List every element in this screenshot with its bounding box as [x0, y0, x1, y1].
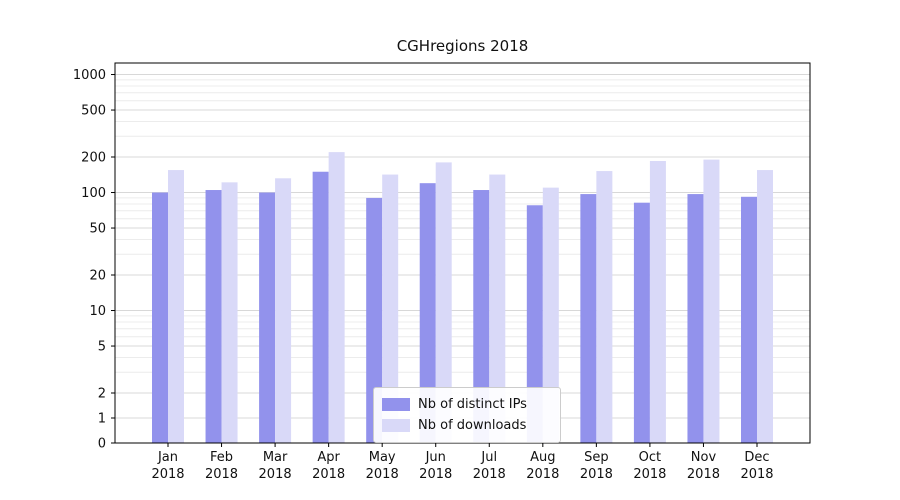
- bar-downloads-sep: [596, 171, 613, 443]
- x-tick-label-month: Jun: [425, 450, 446, 465]
- x-tick-label-year: 2018: [633, 467, 666, 482]
- bar-downloads-jul: [489, 174, 506, 443]
- legend-item-distinct-ips: Nb of distinct IPs: [382, 394, 550, 415]
- x-tick-label-month: Apr: [317, 450, 340, 465]
- x-tick-label-month: Oct: [639, 450, 661, 465]
- y-tick-label: 5: [98, 340, 106, 355]
- bar-downloads-apr: [328, 152, 345, 443]
- bar-downloads-oct: [649, 160, 666, 443]
- bar-distinct-ips-may: [366, 197, 383, 443]
- bar-distinct-ips-mar: [259, 192, 276, 443]
- bar-downloads-aug: [542, 187, 559, 443]
- x-tick-label-month: Dec: [744, 450, 769, 465]
- bar-downloads-jun: [435, 162, 452, 443]
- x-tick-label-year: 2018: [740, 467, 773, 482]
- y-tick-label: 1000: [73, 68, 106, 83]
- legend-swatch-distinct-ips: [382, 398, 410, 411]
- bar-downloads-dec: [757, 170, 773, 444]
- bar-downloads-jan: [168, 170, 184, 444]
- bar-distinct-ips-aug: [526, 205, 543, 443]
- x-tick-label-year: 2018: [259, 467, 292, 482]
- x-tick-label-year: 2018: [151, 467, 184, 482]
- bar-distinct-ips-jun: [419, 183, 436, 443]
- x-tick-label-year: 2018: [312, 467, 345, 482]
- x-tick-label-year: 2018: [580, 467, 613, 482]
- legend-swatch-downloads: [382, 419, 410, 432]
- bar-downloads-nov: [703, 159, 720, 444]
- y-tick-label: 100: [81, 186, 106, 201]
- legend-label-distinct-ips: Nb of distinct IPs: [418, 397, 527, 412]
- x-tick-label-month: May: [369, 450, 396, 465]
- x-tick-label-year: 2018: [419, 467, 452, 482]
- bar-distinct-ips-nov: [687, 194, 704, 443]
- x-tick-label-month: Jan: [157, 450, 178, 465]
- y-tick-label: 10: [89, 304, 106, 319]
- y-tick-label: 500: [81, 104, 106, 119]
- x-tick-label-month: Mar: [263, 450, 288, 465]
- x-tick-label-year: 2018: [526, 467, 559, 482]
- y-tick-label: 20: [89, 269, 106, 284]
- x-tick-label-year: 2018: [366, 467, 399, 482]
- bar-downloads-mar: [275, 178, 292, 443]
- y-tick-label: 50: [89, 222, 106, 237]
- x-tick-label-year: 2018: [687, 467, 720, 482]
- bar-distinct-ips-oct: [633, 202, 650, 443]
- x-tick-label-month: Aug: [530, 450, 555, 465]
- bar-distinct-ips-jan: [152, 192, 168, 443]
- x-tick-label-month: Sep: [584, 450, 609, 465]
- bar-downloads-may: [382, 174, 399, 443]
- y-tick-label: 200: [81, 151, 106, 166]
- bar-distinct-ips-dec: [741, 196, 757, 443]
- legend-label-downloads: Nb of downloads: [418, 418, 527, 433]
- x-tick-label-month: Nov: [691, 450, 717, 465]
- bar-distinct-ips-feb: [205, 190, 222, 443]
- bar-downloads-feb: [221, 182, 238, 443]
- y-tick-label: 0: [98, 437, 106, 452]
- bar-distinct-ips-apr: [312, 171, 329, 443]
- y-tick-label: 1: [98, 412, 106, 427]
- y-tick-label: 2: [98, 387, 106, 402]
- bar-distinct-ips-jul: [473, 190, 490, 443]
- x-tick-label-year: 2018: [473, 467, 506, 482]
- chart-title: CGHregions 2018: [396, 37, 529, 55]
- x-tick-label-month: Jul: [480, 450, 497, 465]
- x-tick-label-month: Feb: [210, 450, 233, 465]
- bar-distinct-ips-sep: [580, 194, 597, 443]
- x-tick-label-year: 2018: [205, 467, 238, 482]
- legend: Nb of distinct IPs Nb of downloads: [373, 387, 561, 443]
- axes-box: [114, 62, 811, 444]
- legend-item-downloads: Nb of downloads: [382, 415, 550, 436]
